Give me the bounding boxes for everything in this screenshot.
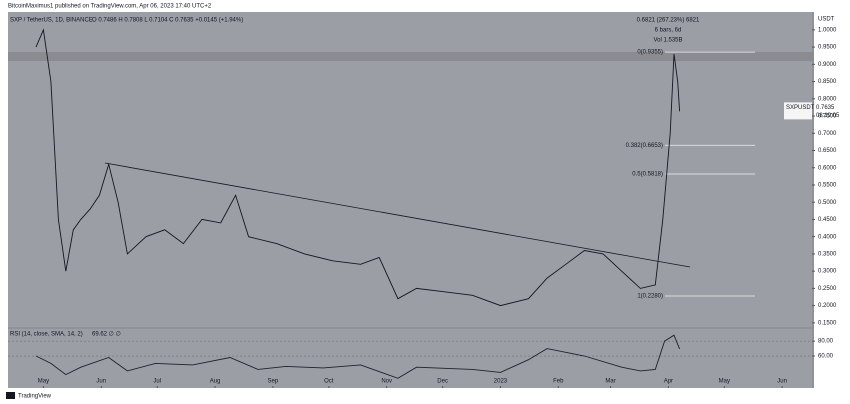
y-tick-label: 60.00 — [818, 354, 834, 360]
header: BitcoinMaximus1 published on TradingView… — [8, 4, 212, 10]
logo — [6, 392, 15, 399]
measure-text: 0.6821 (267.23%) 6821 — [637, 18, 700, 24]
y-tick-label: 0.6500 — [818, 148, 837, 154]
y-tick-label: 0.6000 — [818, 165, 837, 171]
y-tick-label: 0.9000 — [818, 62, 837, 68]
y-tick-label: 0.9500 — [818, 45, 837, 51]
x-tick-label: Apr — [664, 379, 673, 385]
x-tick-label: May — [38, 379, 49, 385]
y-tick-label: 80.00 — [818, 339, 834, 345]
fib-label: 0.382(0.6653) — [626, 143, 663, 149]
measure-text: 6 bars, 6d — [655, 28, 682, 34]
x-tick-label: Oct — [324, 379, 334, 385]
fib-label: 1(0.2280) — [637, 294, 663, 300]
fib-label: 0.5(0.5818) — [632, 172, 663, 178]
x-tick-label: Jun — [777, 379, 787, 385]
x-tick-label: Sep — [268, 379, 279, 385]
y-tick-label: 0.5500 — [818, 183, 837, 189]
trendline — [104, 162, 691, 268]
rsi-value: 69.62 ∅ ∅ — [92, 331, 121, 338]
y-tick-label: 0.5000 — [818, 200, 837, 206]
x-tick-label: Nov — [381, 379, 392, 385]
rsi-line — [35, 334, 681, 379]
x-tick-label: Dec — [437, 379, 448, 385]
price-line — [35, 28, 681, 307]
y-tick-label: 0.8000 — [818, 96, 837, 102]
fib-label: 0(0.9355) — [637, 50, 663, 56]
y-tick-label: 0.3000 — [818, 269, 837, 275]
y-tick-label: 0.4000 — [818, 234, 837, 240]
x-tick-label: Mar — [605, 379, 615, 385]
unit-label: USDT — [818, 17, 835, 23]
x-tick-label: Jun — [96, 379, 106, 385]
y-tick-label: 0.4500 — [818, 217, 837, 223]
price-symbol: SXPUSDT — [786, 105, 815, 111]
countdown: 08:19:05 — [816, 113, 840, 119]
y-tick-label: 0.7500 — [818, 114, 837, 120]
y-tick-label: 0.8500 — [818, 79, 837, 85]
x-tick-label: Feb — [553, 379, 564, 385]
y-tick-label: 0.3500 — [818, 251, 837, 257]
x-tick-label: Jul — [153, 379, 161, 385]
resistance-zone — [8, 52, 814, 61]
plot-area — [8, 12, 814, 388]
x-tick-label: May — [719, 379, 730, 385]
y-tick-label: 0.2000 — [818, 303, 837, 309]
y-tick-label: 0.7000 — [818, 131, 837, 137]
y-tick-label: 1.0000 — [818, 27, 837, 33]
rsi-title: RSI (14, close, SMA, 14, 2) — [10, 332, 83, 338]
footer: TradingView — [18, 394, 52, 400]
measure-text: Vol 1.535B — [653, 38, 682, 44]
x-tick-label: Aug — [210, 379, 221, 385]
y-tick-label: 0.1500 — [818, 320, 837, 326]
ohlc: O 0.7486 H 0.7808 L 0.7104 C 0.7635 +0.0… — [92, 18, 243, 24]
symbol-title: SXP / TetherUS, 1D, BINANCE — [10, 18, 93, 24]
price-value: 0.7635 — [816, 105, 835, 111]
price-tag — [784, 102, 812, 120]
x-tick-label: 2023 — [494, 379, 508, 385]
y-tick-label: 0.2500 — [818, 286, 837, 292]
